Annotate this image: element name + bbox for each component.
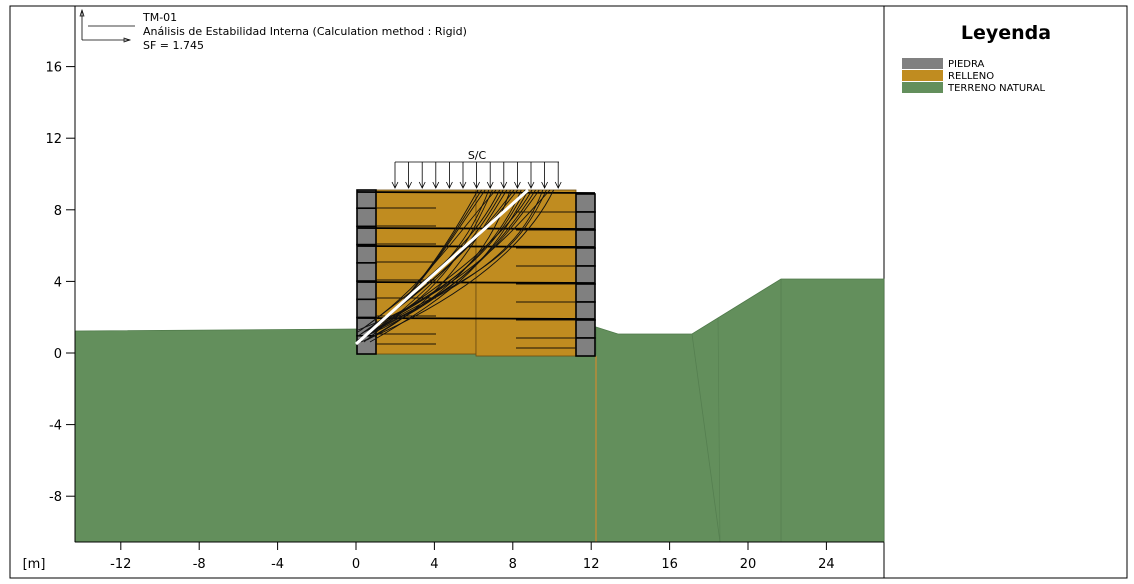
stone-block (575, 319, 596, 339)
stone-block (356, 280, 377, 301)
stone-block (575, 337, 596, 357)
y-axis: 16 12 8 4 0 -4 -8 (45, 6, 76, 542)
arrow-head-icon (554, 181, 562, 189)
axis-arrow-icon (79, 8, 135, 43)
arrow-head-icon (391, 181, 399, 189)
arrow-head-icon (473, 181, 480, 189)
slip-curve (366, 189, 526, 331)
x-tick-label: 24 (818, 557, 835, 572)
stone-block (356, 262, 377, 282)
x-tick-label: -4 (271, 557, 284, 572)
legend-swatch (902, 70, 943, 81)
stone-block (575, 211, 596, 231)
arrow-head-icon (527, 181, 535, 189)
x-tick-label: 4 (430, 557, 438, 572)
critical-slip-surface (354, 188, 530, 346)
slip-curve (366, 189, 508, 341)
x-tick-label: 8 (509, 557, 517, 572)
header-safety-factor: SF = 1.745 (143, 39, 204, 52)
y-tick-label: 0 (54, 347, 62, 362)
stone-block (575, 229, 596, 249)
slip-curve (357, 189, 533, 341)
unit-label: [m] (23, 557, 46, 572)
x-tick-label: 0 (352, 557, 360, 572)
legend-title: Leyenda (961, 22, 1051, 44)
reinforcement-main-line (356, 281, 596, 284)
slip-curve (369, 189, 547, 333)
wall-fill (375, 189, 577, 357)
arrow-head-icon (459, 181, 467, 189)
arrow-head-icon (486, 181, 494, 189)
reinforcement-main-line (356, 191, 596, 194)
y-tick-label: 4 (54, 275, 62, 290)
stone-block (356, 298, 377, 319)
x-tick-label: -12 (110, 557, 131, 572)
arrow-head-icon (500, 181, 508, 189)
stone-block (575, 265, 596, 285)
header-analysis: Análisis de Estabilidad Interna (Calcula… (143, 25, 467, 38)
header-id: TM-01 (142, 11, 177, 24)
arrow-head-icon (418, 181, 426, 189)
y-tick-label: 8 (54, 204, 62, 219)
x-tick-label: 12 (583, 557, 600, 572)
slip-curve (363, 189, 540, 337)
stone-block (356, 207, 377, 228)
y-tick-label: -4 (49, 419, 62, 434)
stone-block (575, 283, 596, 303)
stone-block (575, 247, 596, 267)
stone-block (575, 193, 596, 213)
stone-facing (356, 189, 596, 357)
stone-block (356, 225, 377, 246)
legend-swatch (902, 58, 943, 69)
legend-label: TERRENO NATURAL (947, 83, 1046, 94)
arrow-head-icon (541, 181, 548, 189)
legend-label: PIEDRA (948, 59, 985, 70)
arrow-head-icon (432, 181, 440, 189)
legend-label: RELLENO (948, 71, 994, 82)
x-tick-label: -8 (193, 557, 206, 572)
slip-curve (357, 189, 551, 331)
y-tick-label: -8 (49, 490, 62, 505)
slip-curve (360, 189, 501, 331)
ground-seam (691, 333, 721, 543)
slip-curve (360, 189, 555, 343)
stone-block (356, 243, 377, 264)
y-tick-label: 12 (45, 132, 62, 147)
x-tick-label: 20 (740, 557, 757, 572)
ground-seam (717, 317, 721, 543)
x-axis: -12 -8 -4 0 4 8 12 16 20 24 (75, 541, 884, 572)
arrow-head-icon (514, 181, 521, 189)
reinforcement-main-line (356, 245, 596, 248)
stone-block (575, 301, 596, 321)
surcharge-label: S/C (468, 149, 487, 162)
arrow-head-icon (446, 181, 453, 189)
y-tick-label: 16 (45, 61, 62, 76)
legend-swatch (902, 82, 943, 93)
x-tick-label: 16 (661, 557, 678, 572)
surcharge (391, 161, 562, 189)
arrow-head-icon (405, 181, 412, 189)
legend-frame (883, 5, 1128, 579)
